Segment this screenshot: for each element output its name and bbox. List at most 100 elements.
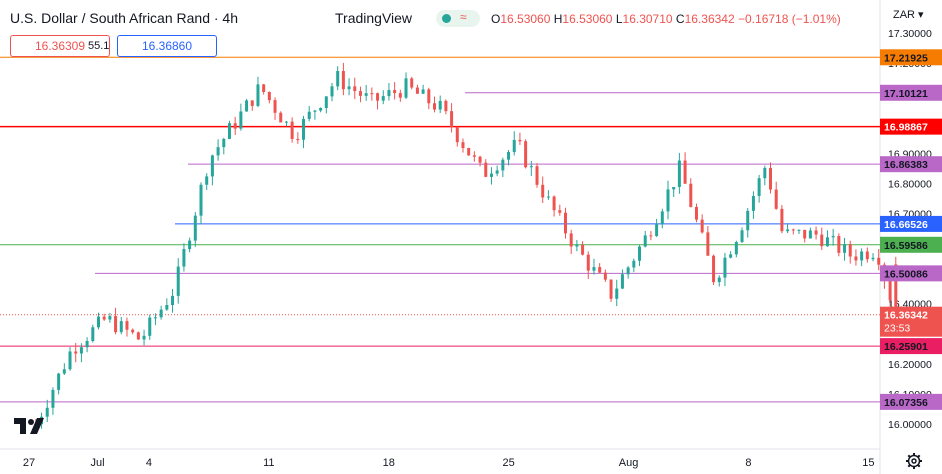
time-tick-label: 8: [745, 457, 751, 469]
candle-countdown: 23:53: [884, 323, 910, 335]
ohlc-readout: O16.53060 H16.53060 L16.30710 C16.36342 …: [491, 12, 841, 26]
candle-body: [393, 90, 397, 94]
candle-body: [319, 107, 323, 111]
candle-body: [729, 254, 733, 258]
price-level-tag: [880, 118, 942, 135]
candle-body: [803, 229, 807, 239]
candle-body: [250, 100, 254, 106]
candle-body: [142, 335, 146, 340]
high-label: H: [553, 12, 563, 26]
candle-body: [148, 317, 152, 336]
symbol-title[interactable]: U.S. Dollar / South African Rand · 4h: [10, 10, 238, 26]
candle-body: [57, 373, 61, 390]
change-value: −0.16718 (−1.01%): [738, 12, 841, 26]
candle-body: [222, 138, 226, 148]
time-tick-label: 11: [263, 457, 274, 469]
candle-body: [165, 305, 169, 310]
candle-body: [239, 111, 243, 129]
candle-body: [603, 272, 607, 280]
candle-body: [364, 93, 368, 96]
candle-body: [176, 266, 180, 296]
candle-body: [302, 118, 306, 140]
candle-body: [153, 317, 157, 319]
currency-selector[interactable]: ZAR ▾: [893, 9, 924, 21]
candle-body: [205, 176, 209, 185]
candle-body: [324, 96, 328, 108]
market-status-badge[interactable]: ≈: [436, 10, 480, 27]
candle-body: [865, 251, 869, 260]
candle-body: [843, 244, 847, 253]
price-level-value: 17.21925: [884, 52, 928, 64]
candle-body: [68, 351, 72, 370]
candle-body: [489, 173, 493, 177]
price-tick-label: 17.30000: [888, 28, 932, 40]
candle-body: [837, 236, 841, 253]
time-tick-label: 15: [862, 457, 874, 469]
candle-body: [541, 184, 545, 198]
candle-body: [860, 251, 864, 261]
time-tick-label: 27: [23, 457, 35, 469]
wave-icon: ≈: [460, 10, 467, 24]
tradingview-logo-icon[interactable]: [14, 418, 44, 434]
price-level-value: 17.10121: [884, 88, 928, 100]
candle-body: [700, 219, 704, 233]
candle-body: [797, 229, 801, 231]
gear-icon[interactable]: [905, 452, 923, 470]
candle-body: [592, 267, 596, 271]
candle-body: [227, 123, 231, 139]
candle-body: [467, 147, 471, 156]
candle-body: [620, 274, 624, 289]
candle-body: [757, 178, 761, 197]
candle-body: [706, 232, 710, 256]
price-level-tag: [880, 215, 942, 232]
candle-body: [825, 237, 829, 247]
candle-body: [877, 257, 881, 265]
time-tick-label: 18: [383, 457, 395, 469]
candle-body: [791, 229, 795, 231]
candle-body: [734, 242, 738, 255]
candle-body: [421, 89, 425, 94]
candle-body: [723, 257, 727, 278]
candle-body: [438, 100, 442, 110]
candle-body: [660, 211, 664, 225]
candle-body: [677, 160, 681, 187]
candle-body: [649, 235, 653, 237]
candle-body: [529, 166, 533, 168]
candle-body: [495, 170, 499, 174]
candle-body: [478, 156, 482, 163]
candle-body: [780, 208, 784, 232]
candle-body: [558, 210, 562, 213]
candle-body: [638, 246, 642, 261]
candle-body: [774, 189, 778, 209]
candle-body: [159, 309, 163, 318]
sell-button[interactable]: 16.36309: [10, 35, 110, 57]
price-level-value: 16.66526: [884, 219, 928, 231]
candle-body: [666, 189, 670, 212]
price-level-tag: [880, 156, 942, 173]
close-value: 16.36342: [684, 12, 735, 26]
candle-body: [820, 234, 824, 247]
candle-body: [91, 327, 95, 342]
candle-body: [643, 235, 647, 247]
close-label: C: [675, 12, 685, 26]
candle-body: [199, 184, 203, 216]
current-price-value: 16.36342: [884, 310, 928, 322]
candle-body: [535, 166, 539, 185]
candle-body: [415, 87, 419, 94]
candle-body: [262, 84, 266, 93]
buy-button[interactable]: 16.36860: [117, 35, 217, 57]
price-level-tag: [880, 236, 942, 253]
market-open-dot-icon: [442, 14, 451, 23]
low-value: 16.30710: [622, 12, 673, 26]
candle-body: [210, 155, 214, 177]
candle-body: [626, 267, 630, 275]
price-level-tag: [880, 49, 942, 66]
candle-body: [267, 92, 271, 101]
candle-body: [501, 159, 505, 171]
candle-body: [256, 84, 260, 106]
candle-body: [814, 230, 818, 235]
candle-body: [871, 257, 875, 260]
candle-body: [136, 332, 140, 340]
